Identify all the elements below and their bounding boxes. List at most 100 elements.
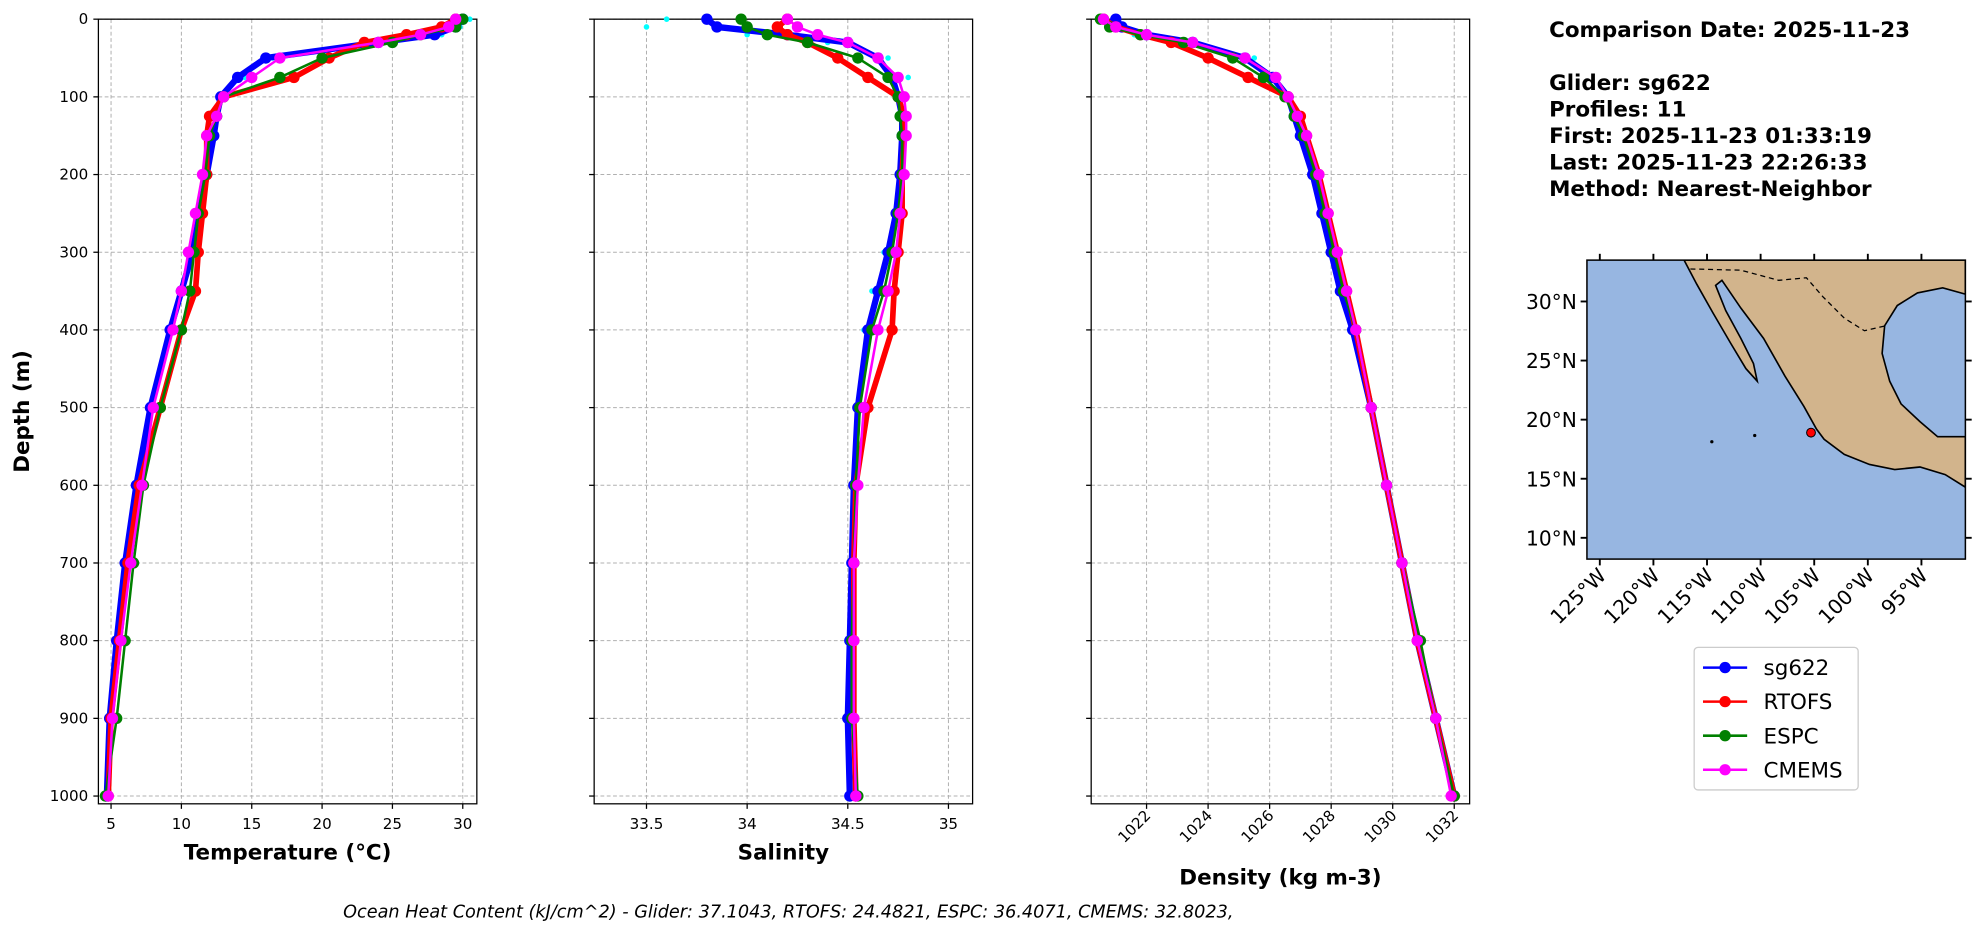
info-line: Glider: sg622 [1549, 71, 1711, 96]
legend [1693, 646, 1859, 791]
series-point [898, 168, 910, 181]
x-axis-label: Salinity [738, 840, 829, 865]
series-point [1350, 324, 1362, 336]
x-tick-label: 34 [738, 815, 757, 833]
series-point [1340, 285, 1353, 297]
series-line [106, 18, 457, 797]
profile-point [905, 74, 911, 81]
series-point [711, 21, 723, 33]
y-tick-label: 900 [59, 709, 88, 727]
map-x-tick-label: 115°W [1653, 563, 1718, 628]
profile-point [643, 24, 650, 30]
series-point [106, 712, 119, 725]
legend-label: CMEMS [1764, 758, 1843, 783]
series-point [882, 71, 894, 84]
series-point [811, 29, 824, 41]
series-point [701, 13, 713, 25]
map-y-tick-label: 25°N [1526, 349, 1577, 373]
map-x-tick-label: 105°W [1760, 563, 1825, 628]
map-x-tick-label: 100°W [1813, 563, 1878, 628]
series-point [201, 130, 213, 142]
plot-frame [593, 18, 974, 805]
island [1710, 440, 1714, 444]
series-point [832, 52, 844, 64]
x-tick-label: 25 [383, 815, 402, 833]
series-point [761, 29, 773, 41]
y-tick-label: 700 [59, 554, 88, 572]
y-tick-label: 800 [59, 632, 88, 650]
series-point [1140, 29, 1153, 41]
series-point [852, 52, 864, 64]
series-point [848, 634, 860, 647]
series-point [886, 324, 898, 336]
series-point [1257, 71, 1270, 84]
series-point [791, 21, 804, 33]
series-point [1396, 557, 1408, 569]
y-tick-label: 600 [59, 476, 88, 494]
map-y-tick-label: 10°N [1526, 526, 1577, 550]
series-point [848, 557, 860, 569]
legend-label: sg622 [1764, 656, 1830, 681]
series-point [1291, 110, 1304, 122]
series-point [1322, 207, 1334, 220]
legend-marker [1719, 730, 1731, 742]
info-line: Profiles: 11 [1549, 97, 1686, 122]
series-point [1445, 790, 1457, 802]
series-point [1242, 71, 1254, 84]
series-point [801, 36, 814, 49]
series-point [842, 36, 854, 49]
profile-point [467, 16, 473, 22]
legend-marker [1719, 695, 1731, 708]
series-point [175, 324, 188, 336]
series-point [184, 285, 196, 297]
series-point [1282, 91, 1294, 103]
series-point [1380, 479, 1393, 491]
y-tick-label: 0 [79, 10, 89, 28]
legend-marker [1719, 764, 1731, 776]
series-point [1365, 401, 1377, 414]
profile-point [663, 16, 670, 22]
x-tick-label: 1028 [1299, 807, 1339, 847]
series-point [1110, 21, 1122, 33]
series-point [1331, 246, 1343, 258]
series-point [900, 110, 912, 122]
info-title: Comparison Date: 2025-11-23 [1549, 18, 1910, 43]
series-point [274, 52, 286, 64]
series-point [858, 401, 870, 414]
series-point [217, 91, 230, 103]
series-point [1411, 634, 1423, 647]
series-point [1430, 712, 1442, 725]
series-point [900, 130, 912, 142]
series-point [196, 168, 209, 181]
info-line: Method: Nearest-Neighbor [1549, 177, 1872, 202]
series-point [231, 71, 244, 84]
map-x-tick-label: 125°W [1545, 563, 1610, 628]
x-tick-label: 10 [172, 815, 191, 833]
series-point [102, 790, 114, 802]
x-tick-label: 30 [453, 815, 472, 833]
plot-frame [97, 18, 478, 805]
series-point [1097, 13, 1110, 25]
series-point [850, 790, 862, 802]
y-tick-label: 200 [59, 166, 88, 184]
series-point [372, 36, 385, 49]
x-tick-label: 1022 [1114, 807, 1154, 847]
map-frame [1586, 259, 1967, 560]
map-x-tick-label: 120°W [1599, 563, 1664, 628]
plot-frame [1090, 18, 1471, 805]
series-point [781, 13, 794, 25]
map-y-tick-label: 15°N [1526, 467, 1577, 491]
series-point [1187, 36, 1199, 49]
map-area [1586, 260, 1966, 560]
legend-label: RTOFS [1764, 690, 1833, 715]
x-tick-label: 35 [939, 815, 958, 833]
profile-point [885, 55, 891, 61]
series-point [175, 285, 188, 297]
map-y-tick-label: 30°N [1526, 290, 1577, 314]
y-tick-label: 100 [59, 88, 88, 106]
map-x-tick-label: 95°W [1876, 563, 1932, 619]
series-point [125, 557, 137, 569]
series-point [898, 91, 910, 103]
y-tick-label: 300 [59, 243, 88, 261]
